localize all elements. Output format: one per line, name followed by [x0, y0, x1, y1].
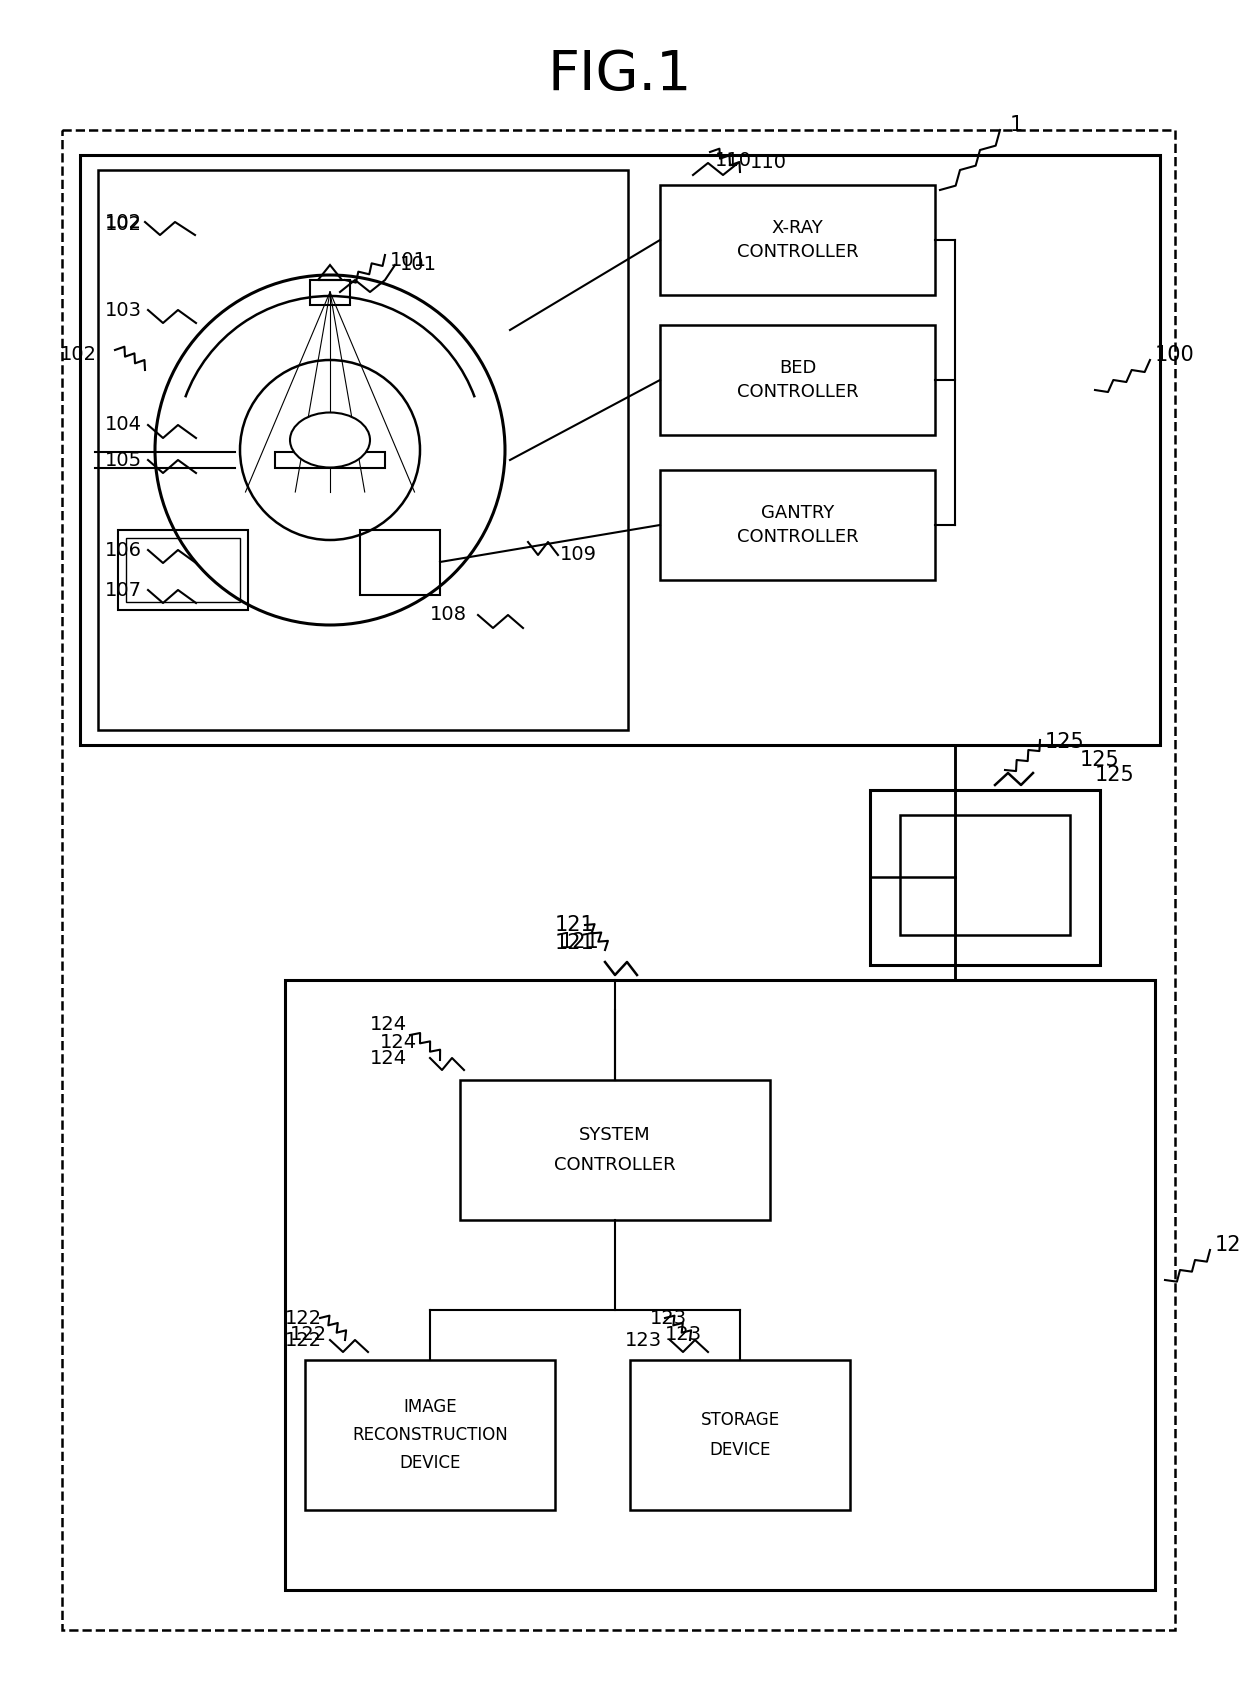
Text: 121: 121 — [560, 931, 600, 951]
Bar — [870, 790, 1100, 965]
Bar — [126, 537, 241, 601]
Text: RECONSTRUCTION: RECONSTRUCTION — [352, 1426, 508, 1443]
Text: X-RAY: X-RAY — [771, 219, 823, 237]
Bar — [81, 155, 1159, 744]
Text: CONTROLLER: CONTROLLER — [737, 529, 858, 546]
Text: 102: 102 — [105, 212, 143, 231]
Text: 105: 105 — [105, 451, 143, 470]
Text: 102: 102 — [60, 345, 97, 364]
Text: 109: 109 — [560, 546, 596, 564]
Text: 125: 125 — [1080, 749, 1120, 770]
Text: 122: 122 — [285, 1330, 322, 1349]
Text: IMAGE: IMAGE — [403, 1398, 456, 1416]
Text: 106: 106 — [105, 541, 143, 559]
Text: 122: 122 — [290, 1325, 327, 1344]
Bar — [360, 530, 440, 594]
Bar — [98, 170, 627, 729]
Text: 124: 124 — [370, 1049, 407, 1068]
Text: CONTROLLER: CONTROLLER — [554, 1155, 676, 1174]
Text: FIG.1: FIG.1 — [548, 49, 692, 103]
Text: 121: 121 — [556, 914, 595, 935]
Bar — [275, 451, 384, 468]
Bar — [900, 815, 1070, 935]
Bar — [305, 1361, 556, 1511]
Text: 123: 123 — [665, 1325, 702, 1344]
Text: 123: 123 — [625, 1330, 662, 1349]
Text: 103: 103 — [105, 300, 143, 320]
Text: GANTRY: GANTRY — [761, 504, 835, 522]
Text: 101: 101 — [401, 256, 436, 274]
Ellipse shape — [290, 413, 370, 468]
Text: 121: 121 — [556, 933, 595, 953]
Bar — [460, 1079, 770, 1219]
Text: 125: 125 — [1045, 733, 1085, 753]
Text: 110: 110 — [715, 150, 751, 170]
Bar — [310, 280, 350, 305]
Text: 104: 104 — [105, 416, 143, 434]
Text: 107: 107 — [105, 581, 143, 600]
Bar — [118, 530, 248, 610]
Text: 123: 123 — [650, 1308, 687, 1327]
Text: 101: 101 — [391, 251, 427, 269]
Text: 1: 1 — [1011, 115, 1023, 135]
Bar — [285, 980, 1154, 1590]
Text: DEVICE: DEVICE — [709, 1442, 771, 1458]
Text: CONTROLLER: CONTROLLER — [737, 382, 858, 401]
Text: 102: 102 — [105, 216, 143, 234]
Bar — [630, 1361, 849, 1511]
Text: 124: 124 — [370, 1015, 407, 1034]
Text: 122: 122 — [285, 1308, 322, 1327]
Text: DEVICE: DEVICE — [399, 1453, 461, 1472]
Text: BED: BED — [779, 359, 816, 377]
Text: STORAGE: STORAGE — [701, 1411, 780, 1430]
Text: 124: 124 — [379, 1032, 417, 1051]
Text: 125: 125 — [1095, 765, 1135, 785]
Bar — [660, 470, 935, 579]
Text: 110: 110 — [750, 153, 787, 172]
Text: SYSTEM: SYSTEM — [579, 1127, 651, 1143]
Bar — [660, 185, 935, 295]
Text: 120: 120 — [1215, 1234, 1240, 1255]
Text: CONTROLLER: CONTROLLER — [737, 242, 858, 261]
Bar — [62, 130, 1176, 1630]
Text: 100: 100 — [1154, 345, 1195, 365]
Text: 108: 108 — [430, 606, 467, 625]
Bar — [660, 325, 935, 434]
